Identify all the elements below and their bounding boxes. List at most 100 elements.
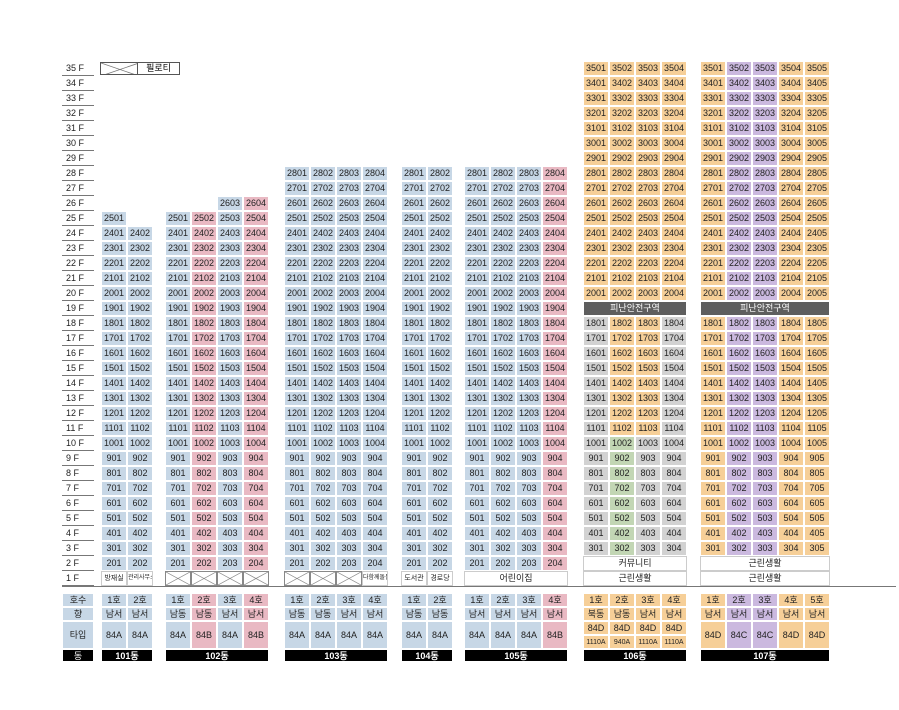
unit-cell: 1301 bbox=[700, 391, 726, 406]
unit-cell: 2002 bbox=[609, 286, 635, 301]
unit-cell: 1103 bbox=[635, 421, 661, 436]
unit-cell: 2103 bbox=[336, 271, 362, 286]
unit-cell: 702 bbox=[609, 481, 635, 496]
unit-cell: 1701 bbox=[101, 331, 127, 346]
unit-no-cell: 4호 bbox=[661, 593, 687, 607]
unit-cell: 1704 bbox=[243, 331, 269, 346]
unit-cell: 2101 bbox=[464, 271, 490, 286]
unit-cell: 1902 bbox=[127, 301, 153, 316]
unit-cell: 804 bbox=[661, 466, 687, 481]
unit-cell: 304 bbox=[362, 541, 388, 556]
unit-cell: 1303 bbox=[336, 391, 362, 406]
unit-cell: 905 bbox=[804, 451, 830, 466]
unit-no-cell: 4호 bbox=[243, 593, 269, 607]
unit-cell: 1603 bbox=[217, 346, 243, 361]
unit-cell: 2503 bbox=[752, 211, 778, 226]
unit-no-cell: 3호 bbox=[217, 593, 243, 607]
unit-cell: 2204 bbox=[661, 256, 687, 271]
piloti-cell bbox=[165, 571, 191, 586]
unit-cell: 1302 bbox=[427, 391, 453, 406]
unit-cell: 1504 bbox=[362, 361, 388, 376]
cross-icon bbox=[337, 572, 361, 585]
unit-cell: 1202 bbox=[726, 406, 752, 421]
unit-cell: 1104 bbox=[661, 421, 687, 436]
unit-cell: 801 bbox=[401, 466, 427, 481]
unit-cell: 402 bbox=[310, 526, 336, 541]
unit-cell: 302 bbox=[726, 541, 752, 556]
unit-cell: 3002 bbox=[609, 136, 635, 151]
unit-cell: 2504 bbox=[542, 211, 568, 226]
building-name: 105동 bbox=[464, 649, 568, 662]
unit-cell: 1302 bbox=[127, 391, 153, 406]
unit-cell: 1304 bbox=[362, 391, 388, 406]
unit-cell: 1301 bbox=[165, 391, 191, 406]
unit-cell: 1202 bbox=[310, 406, 336, 421]
floor-label: 17 F bbox=[66, 333, 85, 343]
unit-cell: 1401 bbox=[284, 376, 310, 391]
unit-cell: 3404 bbox=[661, 76, 687, 91]
unit-cell: 501 bbox=[583, 511, 609, 526]
unit-cell: 1203 bbox=[217, 406, 243, 421]
unit-cell: 2002 bbox=[310, 286, 336, 301]
unit-cell: 2403 bbox=[635, 226, 661, 241]
unit-cell: 1703 bbox=[336, 331, 362, 346]
unit-cell: 2104 bbox=[542, 271, 568, 286]
unit-cell: 2003 bbox=[217, 286, 243, 301]
unit-cell: 1903 bbox=[217, 301, 243, 316]
unit-cell: 1504 bbox=[661, 361, 687, 376]
unit-cell: 901 bbox=[583, 451, 609, 466]
unit-cell: 901 bbox=[165, 451, 191, 466]
unit-cell: 1101 bbox=[583, 421, 609, 436]
unit-cell: 204 bbox=[243, 556, 269, 571]
floor-line bbox=[62, 300, 94, 301]
facility-cell: 다함께돌봄 bbox=[362, 571, 388, 586]
merged-cell: 커뮤니티 bbox=[583, 556, 687, 571]
unit-cell: 2501 bbox=[165, 211, 191, 226]
unit-cell: 2703 bbox=[516, 181, 542, 196]
floor-label: 32 F bbox=[66, 108, 85, 118]
unit-cell: 1503 bbox=[217, 361, 243, 376]
building-name: 107동 bbox=[700, 649, 830, 662]
unit-cell: 902 bbox=[310, 451, 336, 466]
unit-cell: 1402 bbox=[427, 376, 453, 391]
ground-line bbox=[62, 586, 896, 587]
direction-cell: 남서 bbox=[661, 607, 687, 621]
unit-cell: 2004 bbox=[661, 286, 687, 301]
unit-cell: 1402 bbox=[609, 376, 635, 391]
unit-cell: 2803 bbox=[635, 166, 661, 181]
unit-cell: 401 bbox=[401, 526, 427, 541]
unit-cell: 301 bbox=[165, 541, 191, 556]
unit-cell: 602 bbox=[726, 496, 752, 511]
unit-cell: 2602 bbox=[310, 196, 336, 211]
unit-cell: 2404 bbox=[661, 226, 687, 241]
unit-cell: 2504 bbox=[243, 211, 269, 226]
unit-cell: 1502 bbox=[609, 361, 635, 376]
unit-cell: 1301 bbox=[101, 391, 127, 406]
floor-label: 11 F bbox=[66, 423, 84, 433]
unit-cell: 1202 bbox=[191, 406, 217, 421]
unit-cell: 2002 bbox=[191, 286, 217, 301]
unit-cell: 1104 bbox=[362, 421, 388, 436]
floor-line bbox=[62, 420, 94, 421]
unit-cell: 1601 bbox=[284, 346, 310, 361]
floor-line bbox=[62, 345, 94, 346]
unit-cell: 1101 bbox=[464, 421, 490, 436]
unit-no-cell: 4호 bbox=[362, 593, 388, 607]
cross-icon bbox=[311, 572, 335, 585]
unit-cell: 402 bbox=[726, 526, 752, 541]
unit-cell: 2602 bbox=[726, 196, 752, 211]
floor-label: 6 F bbox=[66, 498, 80, 508]
unit-cell: 1204 bbox=[362, 406, 388, 421]
floor-line bbox=[62, 510, 94, 511]
unit-cell: 1303 bbox=[516, 391, 542, 406]
unit-cell: 801 bbox=[284, 466, 310, 481]
unit-cell: 602 bbox=[609, 496, 635, 511]
unit-cell: 2604 bbox=[243, 196, 269, 211]
direction-cell: 남서 bbox=[127, 607, 153, 621]
unit-cell: 501 bbox=[101, 511, 127, 526]
unit-cell: 901 bbox=[700, 451, 726, 466]
unit-cell: 1202 bbox=[490, 406, 516, 421]
unit-cell: 1802 bbox=[427, 316, 453, 331]
type-cell: 84A bbox=[101, 621, 127, 649]
unit-cell: 1803 bbox=[752, 316, 778, 331]
